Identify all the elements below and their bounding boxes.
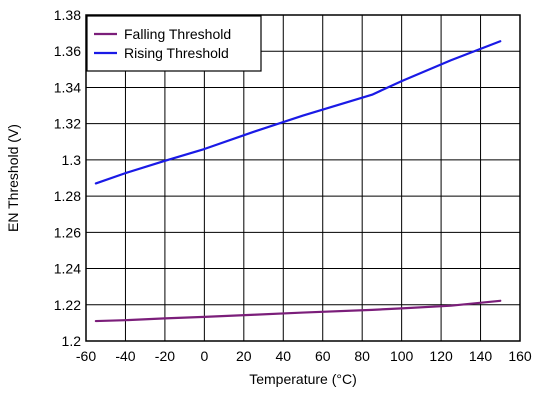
x-tick-label: 60 [315,348,331,364]
x-tick-label: -40 [115,348,135,364]
y-axis-label: EN Threshold (V) [5,124,21,232]
x-tick-label: 100 [390,348,414,364]
x-tick-label: 80 [354,348,370,364]
y-tick-label: 1.38 [54,7,81,23]
y-tick-label: 1.3 [62,152,82,168]
x-tick-label: 0 [200,348,208,364]
x-tick-label: 120 [429,348,453,364]
y-tick-label: 1.32 [54,116,81,132]
y-tick-label: 1.26 [54,224,81,240]
x-tick-label: 140 [469,348,493,364]
y-tick-label: 1.36 [54,43,81,59]
axis-tick-labels: -60 -40 -20 0 20 40 60 80 100 120 140 160 1.2 1.22 1.2… [54,7,532,364]
y-tick-label: 1.34 [54,79,81,95]
x-tick-label: -60 [76,348,96,364]
y-tick-label: 1.2 [62,333,82,349]
y-tick-label: 1.28 [54,188,81,204]
y-tick-label: 1.24 [54,261,81,277]
x-tick-label: 20 [236,348,252,364]
series-line-falling-threshold [94,299,502,323]
series-line-rising-threshold [94,40,502,185]
x-tick-label: -20 [155,348,175,364]
plot-frame [85,14,521,342]
y-tick-label: 1.22 [54,297,81,313]
x-tick-label: 160 [508,348,532,364]
legend-label-rising-threshold: Rising Threshold [124,45,229,61]
x-tick-label: 40 [275,348,291,364]
series-lines [94,40,502,323]
legend: Falling Threshold Rising Threshold [86,15,262,72]
legend-box [86,15,262,72]
x-axis-label: Temperature (°C) [249,371,357,387]
legend-label-falling-threshold: Falling Threshold [124,26,231,42]
